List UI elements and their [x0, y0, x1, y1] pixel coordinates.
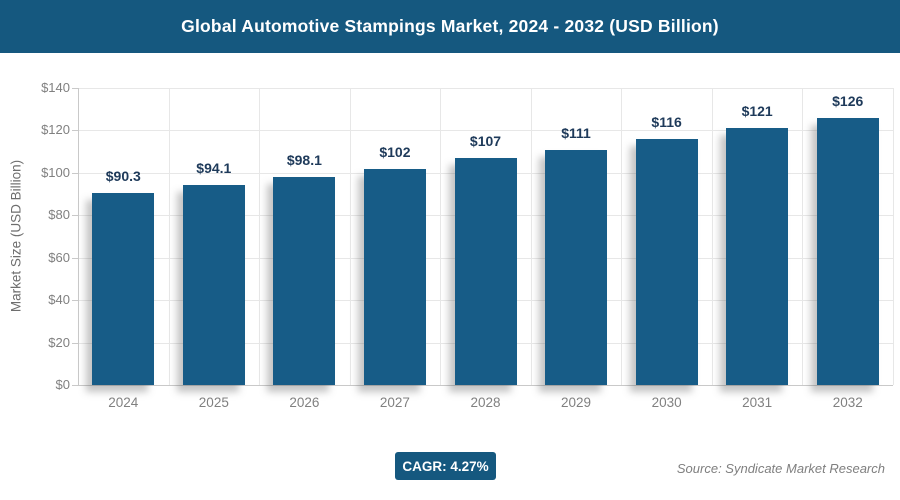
bar-value-label: $121 — [741, 103, 773, 120]
x-tick-label: 2027 — [379, 395, 410, 410]
y-tick-label: $100 — [41, 164, 70, 180]
gridline-horizontal — [78, 130, 893, 132]
bar-value-label: $102 — [379, 143, 411, 160]
gridline-horizontal — [78, 88, 893, 89]
y-tick-label: $120 — [41, 122, 70, 138]
bar — [635, 138, 698, 385]
bar — [816, 117, 879, 385]
y-tick-label: $40 — [48, 292, 70, 308]
y-tick-mark — [72, 300, 78, 302]
y-tick-label: $80 — [48, 207, 70, 223]
gridline-vertical — [259, 88, 261, 385]
gridline-vertical — [440, 88, 442, 385]
gridline-vertical — [349, 88, 351, 385]
y-tick-mark — [72, 215, 78, 217]
bar — [454, 158, 517, 385]
source-attribution: Source: Syndicate Market Research — [676, 461, 885, 476]
x-tick-label: 2028 — [470, 395, 501, 410]
x-tick-label: 2029 — [561, 395, 592, 410]
x-tick-label: 2032 — [832, 395, 863, 410]
x-tick-label: 2024 — [108, 395, 139, 410]
y-tick-mark — [72, 172, 78, 174]
bar — [363, 168, 426, 385]
bar-value-label: $90.3 — [105, 168, 141, 185]
x-axis-line — [78, 385, 893, 386]
bar-value-label: $98.1 — [286, 151, 322, 168]
chart-title-bar: Global Automotive Stampings Market, 2024… — [0, 0, 900, 53]
gridline-vertical — [802, 88, 804, 385]
gridline-vertical — [530, 88, 532, 385]
y-tick-mark — [72, 130, 78, 132]
gridline-vertical — [711, 88, 713, 385]
y-axis-line — [78, 88, 79, 385]
bar-value-label: $94.1 — [196, 160, 232, 177]
y-tick-mark — [72, 342, 78, 344]
bar — [273, 176, 336, 385]
gridline-vertical — [893, 88, 894, 385]
bar-value-label: $107 — [469, 133, 502, 149]
y-tick-label: $60 — [48, 249, 70, 265]
bar-value-label: $116 — [651, 113, 682, 130]
x-tick-label: 2025 — [198, 395, 229, 410]
x-tick-label: 2031 — [742, 395, 773, 410]
bar — [545, 149, 608, 385]
x-tick-label: 2026 — [289, 395, 320, 410]
gridline-vertical — [168, 88, 170, 385]
y-tick-mark — [72, 88, 78, 89]
y-tick-label: $0 — [55, 377, 70, 392]
y-tick-mark — [72, 257, 78, 259]
bar-value-label: $126 — [832, 92, 864, 109]
gridline-vertical — [621, 88, 623, 385]
y-tick-label: $20 — [48, 334, 70, 350]
chart-title: Global Automotive Stampings Market, 2024… — [181, 16, 719, 36]
cagr-badge: CAGR: 4.27% — [395, 452, 496, 480]
y-tick-label: $140 — [41, 80, 70, 95]
bar — [92, 193, 155, 385]
x-tick-label: 2030 — [651, 395, 682, 410]
bar — [726, 128, 789, 385]
y-tick-mark — [72, 385, 78, 386]
bar — [182, 185, 245, 385]
bar-value-label: $111 — [561, 124, 591, 141]
